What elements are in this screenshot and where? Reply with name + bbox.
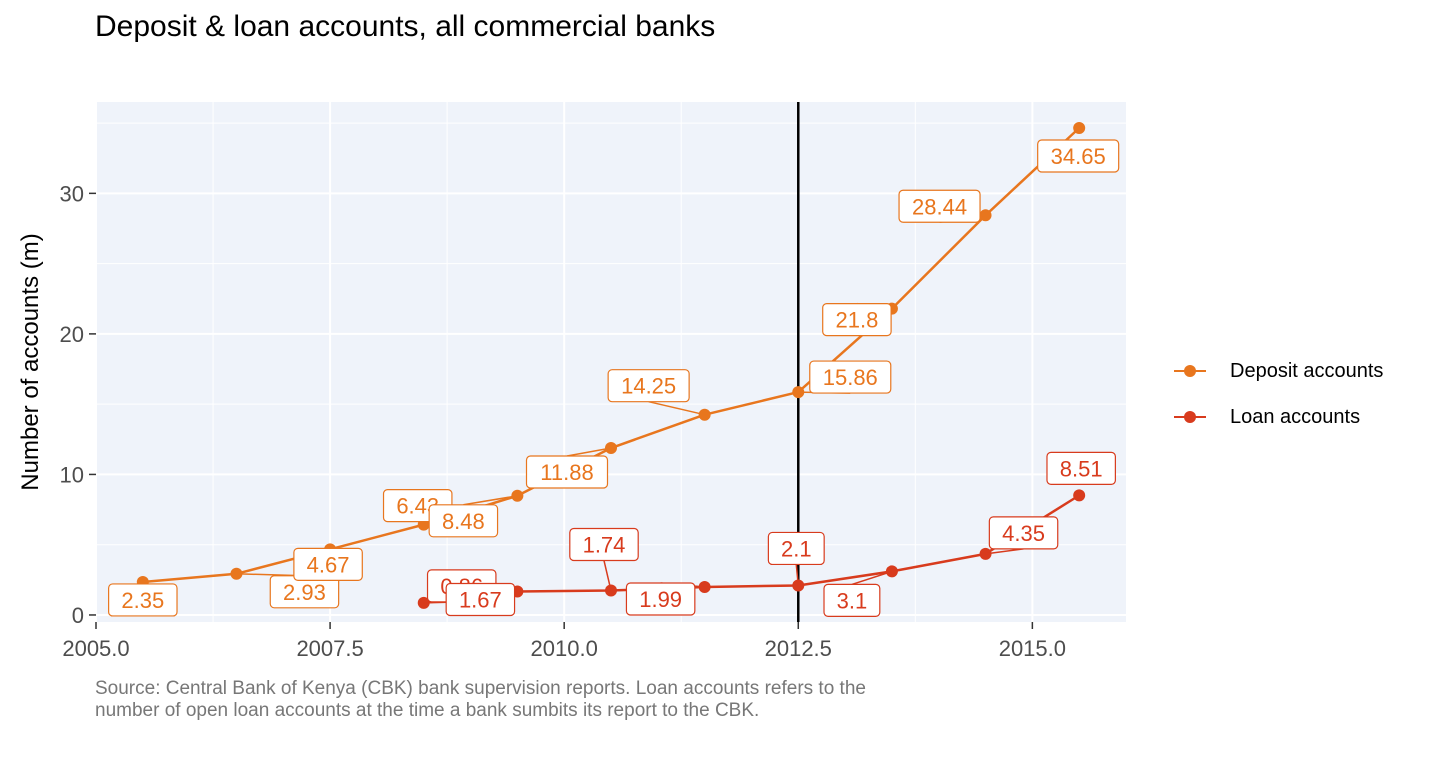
data-label-box-loan (823, 583, 881, 618)
series-line-loan (423, 494, 1080, 605)
data-label-loan: 2.1 (781, 536, 812, 561)
legend-dot-deposit (1184, 365, 1196, 377)
x-tick-label: 2012.5 (765, 636, 832, 661)
data-label-box-loan (988, 516, 1059, 550)
source-caption: Source: Central Bank of Kenya (CBK) bank… (95, 678, 866, 721)
data-label-loan: 4.35 (1002, 521, 1045, 546)
data-label-deposit: 28.44 (912, 194, 967, 219)
data-label-box-loan (1046, 451, 1116, 485)
data-label-deposit: 14.25 (621, 374, 676, 399)
data-label-box-deposit (108, 583, 178, 617)
label-connector-loan (603, 560, 612, 591)
legend-item-deposit: Deposit accounts (1172, 348, 1383, 394)
data-label-box-deposit (1037, 139, 1120, 173)
data-label-deposit: 11.88 (540, 460, 593, 485)
legend-key-loan (1172, 407, 1208, 427)
label-connector-loan (985, 548, 1024, 555)
data-label-loan: 1.67 (459, 588, 502, 613)
label-connector-deposit (463, 495, 518, 506)
data-label-loan: 8.51 (1060, 456, 1103, 481)
data-label-loan: 1.74 (583, 533, 626, 558)
x-tick-label: 2007.5 (296, 636, 363, 661)
legend-label-deposit: Deposit accounts (1230, 359, 1384, 382)
legend-key-deposit (1172, 361, 1208, 381)
data-label-loan: 3.1 (837, 588, 868, 613)
legend-dot-loan (1184, 411, 1196, 423)
y-tick-label: 30 (60, 181, 84, 206)
label-connector-deposit (648, 400, 705, 416)
y-tick-label: 0 (72, 603, 84, 628)
legend-item-loan: Loan accounts (1172, 394, 1383, 440)
chart-title: Deposit & loan accounts, all commercial … (95, 10, 716, 43)
x-tick-label: 2010.0 (531, 636, 598, 661)
data-label-box-loan (625, 582, 696, 616)
data-label-box-deposit (525, 455, 609, 489)
data-label-box-deposit (822, 302, 892, 337)
data-label-box-deposit (607, 369, 690, 403)
data-label-deposit: 2.35 (121, 588, 164, 613)
y-tick-label: 20 (60, 322, 84, 347)
data-point-deposit (1073, 122, 1086, 134)
label-connector-loan (851, 570, 893, 586)
data-label-deposit: 4.67 (307, 552, 350, 577)
data-label-box-loan (445, 582, 516, 617)
data-label-deposit: 2.93 (283, 580, 326, 605)
data-label-box-deposit (428, 504, 499, 538)
data-label-box-deposit (809, 360, 892, 394)
data-label-box-deposit (293, 547, 363, 581)
data-label-deposit: 34.65 (1051, 144, 1106, 169)
data-label-box-loan (767, 531, 825, 566)
data-label-loan: 1.99 (639, 587, 682, 612)
y-tick-label: 10 (60, 462, 84, 487)
x-tick-label: 2005.0 (62, 636, 129, 661)
data-label-box-deposit (898, 189, 981, 223)
data-label-deposit: 21.8 (835, 308, 878, 333)
x-tick-label: 2015.0 (999, 636, 1066, 661)
label-connector-loan (795, 564, 800, 586)
y-axis-label: Number of accounts (m) (17, 233, 44, 490)
legend: Deposit accounts Loan accounts (1172, 348, 1383, 440)
data-point-loan (1073, 489, 1086, 502)
data-label-box-loan (569, 527, 639, 562)
label-connector-deposit (566, 447, 612, 457)
legend-label-loan: Loan accounts (1230, 405, 1361, 428)
data-label-deposit: 8.48 (442, 509, 485, 534)
data-label-deposit: 15.86 (823, 365, 878, 390)
